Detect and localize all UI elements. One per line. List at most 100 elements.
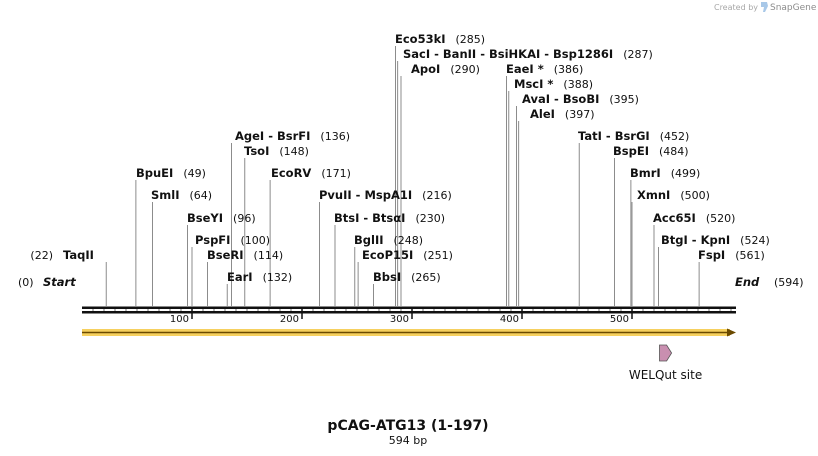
site-position: (64)	[190, 189, 213, 202]
site-position: (395)	[609, 93, 639, 106]
feature-label-welqut-site: WELQut site	[629, 368, 702, 382]
site-label-pspfi[interactable]: PspFI (100)	[195, 233, 270, 247]
enzyme-name: BtgI	[661, 233, 688, 247]
enzyme-name: BspEI	[613, 144, 649, 158]
site-position: (114)	[254, 249, 284, 262]
site-position: (520)	[706, 212, 736, 225]
site-position: (136)	[320, 130, 350, 143]
sequence-feature-bar	[82, 328, 736, 337]
site-position: (100)	[240, 234, 270, 247]
enzyme-name: KpnI	[701, 233, 731, 247]
snapgene-logo-icon	[761, 2, 768, 12]
site-position: (132)	[263, 271, 293, 284]
site-position: (484)	[659, 145, 689, 158]
site-position: (49)	[183, 167, 206, 180]
site-label-bpuei[interactable]: BpuEI (49)	[136, 166, 206, 180]
enzyme-name: SacI	[403, 47, 430, 61]
site-position: (265)	[411, 271, 441, 284]
site-position: (452)	[660, 130, 690, 143]
site-position: (386)	[554, 63, 584, 76]
site-label-btgi-kpni[interactable]: BtgI - KpnI (524)	[661, 233, 770, 247]
enzyme-name: BmrI	[630, 166, 661, 180]
site-label-bseyi[interactable]: BseYI (96)	[187, 211, 256, 225]
site-label-ecorv[interactable]: EcoRV (171)	[271, 166, 351, 180]
site-label-apoi[interactable]: ApoI (290)	[411, 62, 480, 76]
site-label-btsi-bts-i[interactable]: BtsI - BtsαI (230)	[334, 211, 445, 225]
site-position: (96)	[233, 212, 256, 225]
enzyme-name: XmnI	[637, 188, 670, 202]
enzyme-name: BsrGI	[615, 129, 650, 143]
enzyme-name: AvaI	[522, 92, 550, 106]
site-label-eaei[interactable]: EaeI * (386)	[506, 62, 583, 76]
site-label-taqii[interactable]: TaqII	[63, 248, 94, 262]
enzyme-name: ApoI	[411, 62, 440, 76]
enzyme-name: Bsp1286I	[553, 47, 613, 61]
site-label-tsoi[interactable]: TsoI (148)	[244, 144, 309, 158]
site-label-pvuii-mspa1i[interactable]: PvuII - MspA1I (216)	[319, 188, 452, 202]
enzyme-name: BsoBI	[563, 92, 600, 106]
site-position: (397)	[565, 108, 595, 121]
ruler-label-300: 300	[390, 314, 409, 325]
enzyme-name: BsrFI	[277, 129, 310, 143]
site-position: (388)	[563, 78, 593, 91]
sequence-length: 594 bp	[389, 434, 427, 447]
start-position: (0)	[18, 276, 34, 289]
site-position: (524)	[740, 234, 770, 247]
end-position: (594)	[774, 276, 804, 289]
enzyme-name: BbsI	[373, 270, 401, 284]
site-label-bseri[interactable]: BseRI (114)	[207, 248, 283, 262]
enzyme-name: MspA1I	[364, 188, 412, 202]
enzyme-name: BpuEI	[136, 166, 173, 180]
site-label-bspei[interactable]: BspEI (484)	[613, 144, 689, 158]
site-label-eari[interactable]: EarI (132)	[227, 270, 292, 284]
site-label-ecop15i[interactable]: EcoP15I (251)	[362, 248, 453, 262]
site-label-agei-bsrfi[interactable]: AgeI - BsrFI (136)	[235, 129, 350, 143]
enzyme-name: EcoP15I	[362, 248, 413, 262]
enzyme-name: BseRI	[207, 248, 244, 262]
site-position: (561)	[735, 249, 765, 262]
enzyme-name: PspFI	[195, 233, 230, 247]
site-label-alei[interactable]: AleI (397)	[530, 107, 595, 121]
site-label-bbsi[interactable]: BbsI (265)	[373, 270, 441, 284]
enzyme-name: TaqII	[63, 248, 94, 262]
enzyme-name: TatI	[578, 129, 602, 143]
enzyme-name: MscI *	[514, 77, 553, 91]
enzyme-name: PvuII	[319, 188, 352, 202]
dna-backbone	[82, 306, 736, 314]
start-label: Start	[43, 275, 76, 289]
site-label-fspi[interactable]: FspI (561)	[698, 248, 765, 262]
site-label-bglii[interactable]: BglII (248)	[354, 233, 423, 247]
enzyme-name: EarI	[227, 270, 253, 284]
enzyme-name: Eco53kI	[395, 32, 446, 46]
site-position: (287)	[623, 48, 653, 61]
site-label-msci[interactable]: MscI * (388)	[514, 77, 593, 91]
ruler-label-100: 100	[170, 314, 189, 325]
enzyme-name: BsiHKAI	[489, 47, 540, 61]
site-label-avai-bsobi[interactable]: AvaI - BsoBI (395)	[522, 92, 639, 106]
ruler-label-400: 400	[500, 314, 519, 325]
site-position: (251)	[423, 249, 453, 262]
enzyme-name: SmlI	[151, 188, 180, 202]
site-label-tati-bsrgi[interactable]: TatI - BsrGI (452)	[578, 129, 689, 143]
created-by-text: Created by	[714, 3, 758, 12]
enzyme-name: BtsαI	[372, 211, 405, 225]
site-position: (148)	[279, 145, 309, 158]
enzyme-name: AgeI	[235, 129, 264, 143]
sequence-title: pCAG-ATG13 (1-197)	[327, 418, 488, 434]
site-label-acc65i[interactable]: Acc65I (520)	[653, 211, 735, 225]
enzyme-name: BanII	[443, 47, 476, 61]
enzyme-name: EcoRV	[271, 166, 311, 180]
ruler-label-200: 200	[280, 314, 299, 325]
site-position: (171)	[321, 167, 351, 180]
site-label-bmri[interactable]: BmrI (499)	[630, 166, 700, 180]
enzyme-name: EaeI *	[506, 62, 544, 76]
feature-arrow-welqut-site[interactable]	[659, 344, 673, 362]
end-label: End	[735, 275, 760, 289]
site-label-saci-banii-bsihkai-bsp1286i[interactable]: SacI - BanII - BsiHKAI - Bsp1286I (287)	[403, 47, 653, 61]
site-label-smli[interactable]: SmlI (64)	[151, 188, 212, 202]
site-label-xmni[interactable]: XmnI (500)	[637, 188, 710, 202]
enzyme-name: BtsI	[334, 211, 359, 225]
ruler-label-500: 500	[610, 314, 629, 325]
site-label-eco53ki[interactable]: Eco53kI (285)	[395, 32, 485, 46]
